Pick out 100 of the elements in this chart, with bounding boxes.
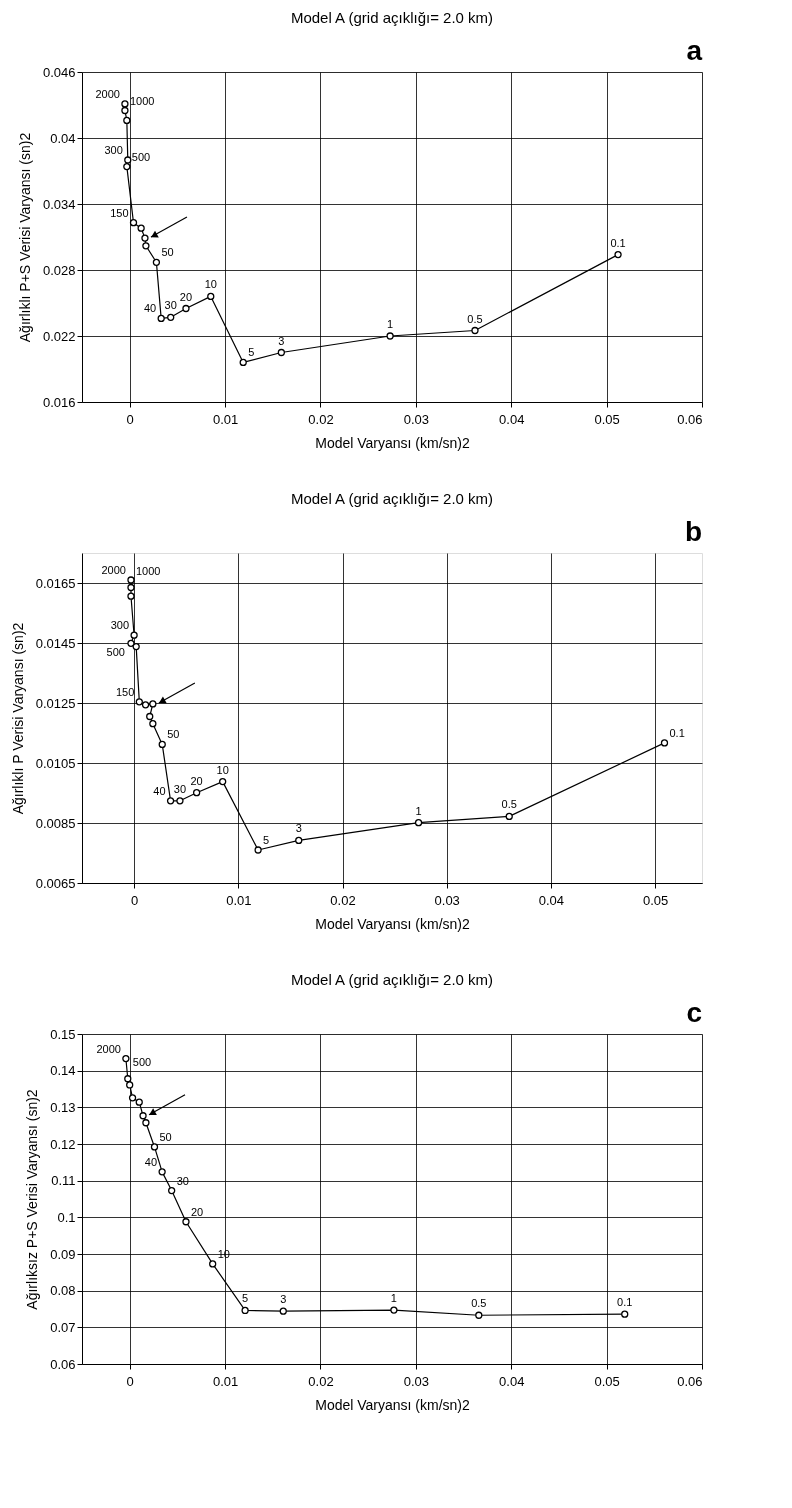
- annotation: 1000: [129, 94, 155, 107]
- x-tick-label: 0.05: [594, 1373, 620, 1389]
- point: [254, 846, 262, 854]
- text: c: [686, 997, 702, 1028]
- annotation: 500: [131, 150, 151, 163]
- annotation: 10: [216, 763, 229, 776]
- y-tick-label: 0.1: [57, 1209, 76, 1225]
- point: [219, 777, 227, 786]
- annotation: 20: [179, 290, 193, 303]
- y-tick-label: 0.022: [42, 328, 76, 344]
- point: [207, 292, 215, 301]
- x-tick-label: 0: [130, 892, 139, 908]
- y-tick-label: 0.0165: [35, 575, 76, 591]
- annotation: 2000: [95, 87, 120, 100]
- x-tick-label: 0.04: [499, 411, 525, 427]
- annotation: 50: [167, 728, 180, 741]
- x-tick-label: 0.02: [308, 1373, 334, 1389]
- x-tick-label: 0: [126, 1373, 134, 1389]
- point: [127, 576, 135, 584]
- x-tick-label: 0.03: [434, 892, 460, 908]
- y-tick-label: 0.13: [50, 1099, 76, 1115]
- point: [167, 313, 175, 321]
- x-tick-label: 0.05: [642, 892, 669, 908]
- text: a: [686, 35, 703, 66]
- y-axis-title: Ağırlıksız P+S Verisi Varyansı (sn)2: [24, 1089, 41, 1310]
- annotation: 150: [110, 206, 129, 219]
- point: [150, 1143, 159, 1151]
- point: [414, 819, 423, 827]
- annotation: 1000: [135, 564, 161, 577]
- point: [124, 156, 132, 164]
- point: [139, 1112, 147, 1120]
- y-tick-label: 0.11: [51, 1173, 76, 1189]
- y-tick-label: 0.028: [42, 262, 76, 278]
- point: [386, 332, 394, 340]
- point: [123, 116, 131, 125]
- x-tick-label: 0.01: [212, 411, 239, 427]
- y-tick-label: 0.08: [50, 1283, 76, 1299]
- point: [505, 812, 513, 821]
- annotation: 150: [115, 685, 135, 698]
- point: [621, 1310, 629, 1318]
- annotation: 20: [190, 1205, 204, 1218]
- y-tick-label: 0.0145: [35, 635, 76, 651]
- point: [192, 789, 201, 797]
- x-axis-title: Model Varyansı (km/sn)2: [315, 1396, 470, 1413]
- x-tick-label: 0.05: [594, 411, 620, 427]
- annotation: 3: [278, 334, 285, 347]
- y-tick-label: 0.04: [50, 130, 76, 146]
- annotation: 40: [143, 302, 157, 315]
- point: [239, 358, 247, 367]
- annotation: 30: [164, 299, 177, 312]
- annotation: 30: [173, 782, 187, 795]
- y-tick-label: 0.14: [50, 1063, 76, 1079]
- point: [132, 642, 140, 651]
- point: [166, 797, 175, 805]
- x-tick-label: 0.02: [308, 411, 334, 427]
- point: [182, 1218, 190, 1226]
- annotation: 40: [153, 784, 166, 797]
- annotation: 500: [132, 1055, 152, 1068]
- x-tick-label: 0.06: [677, 411, 703, 427]
- y-axis-title: Ağırlıklı P Verisi Varyansı (sn)2: [9, 622, 26, 815]
- y-tick-label: 0.0085: [35, 815, 76, 831]
- annotation: 1: [415, 804, 422, 817]
- point: [130, 631, 138, 639]
- annotation: 2000: [101, 564, 126, 576]
- x-tick-label: 0: [126, 411, 134, 427]
- y-tick-label: 0.0125: [35, 695, 76, 711]
- annotation: 50: [159, 1130, 172, 1143]
- point: [127, 592, 135, 600]
- y-tick-label: 0.0105: [35, 755, 76, 771]
- annotation: 50: [161, 246, 174, 259]
- annotation: 20: [190, 774, 203, 787]
- point: [614, 250, 622, 259]
- point: [241, 1306, 249, 1315]
- point: [122, 1054, 130, 1063]
- x-tick-label: 0.02: [330, 892, 356, 908]
- annotation: 5: [242, 1292, 249, 1305]
- x-tick-label: 0.04: [499, 1373, 525, 1389]
- chart-title: Model A (grid açıklığı= 2.0 km): [290, 9, 494, 26]
- annotation: 3: [280, 1293, 287, 1306]
- y-tick-label: 0.15: [50, 1026, 76, 1042]
- point: [471, 326, 479, 335]
- x-tick-label: 0.06: [677, 1373, 703, 1389]
- point: [121, 100, 129, 108]
- annotation: 300: [110, 619, 130, 632]
- annotation: 0.1: [669, 726, 685, 739]
- annotation: 5: [263, 834, 270, 846]
- x-axis-title: Model Varyansı (km/sn)2: [315, 915, 470, 932]
- x-tick-label: 0.04: [538, 892, 565, 908]
- x-tick-label: 0.01: [226, 892, 252, 908]
- annotation: 0.5: [501, 798, 517, 811]
- y-tick-label: 0.09: [50, 1246, 76, 1262]
- point: [146, 712, 154, 721]
- point: [121, 106, 129, 115]
- point: [158, 740, 166, 749]
- point: [149, 700, 157, 708]
- point: [176, 797, 184, 805]
- point: [129, 219, 138, 227]
- point: [141, 701, 150, 709]
- annotation: 300: [104, 144, 123, 156]
- point: [128, 1094, 137, 1102]
